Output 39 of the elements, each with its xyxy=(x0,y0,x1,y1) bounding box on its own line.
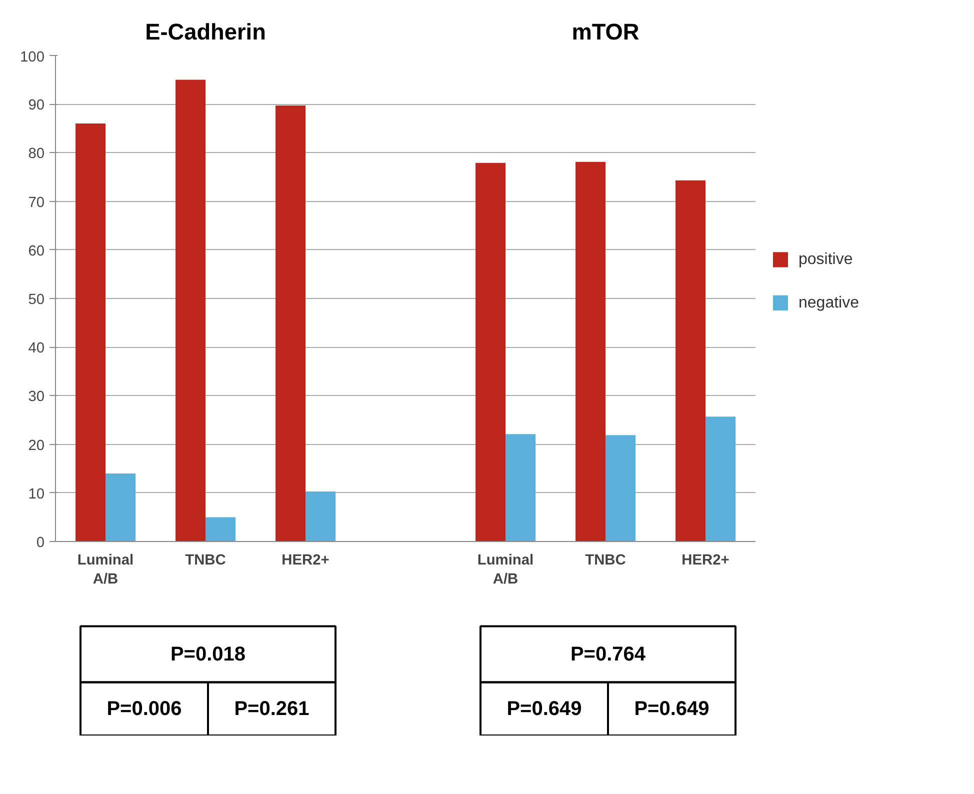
bar xyxy=(276,106,306,542)
bar xyxy=(76,124,106,542)
y-tick-label: 100 xyxy=(20,50,45,66)
bar xyxy=(176,80,206,542)
text: mTOR xyxy=(572,18,640,44)
bar xyxy=(506,434,536,542)
legend-label: positive xyxy=(798,251,853,268)
y-tick-label: 50 xyxy=(28,292,45,308)
bar xyxy=(476,162,506,542)
text: P=0.006 xyxy=(106,698,182,720)
text: E-Cadherin xyxy=(145,18,266,44)
bar xyxy=(106,473,136,542)
text: P=0.261 xyxy=(234,698,310,720)
y-tick-label: 40 xyxy=(28,340,45,357)
legend-label: negative xyxy=(798,294,860,312)
y-tick-label: 80 xyxy=(28,146,45,162)
text: P=0.764 xyxy=(570,643,646,666)
bar xyxy=(306,491,336,542)
x-tick-label: HER2+ xyxy=(682,552,730,568)
y-tick-label: 0 xyxy=(36,535,45,551)
text: P=0.649 xyxy=(634,698,710,720)
text: P=0.018 xyxy=(170,643,246,666)
x-tick-label: TNBC xyxy=(585,552,626,568)
y-tick-label: 90 xyxy=(28,98,45,114)
x-tick-label: HER2+ xyxy=(282,552,330,568)
bar xyxy=(206,517,236,542)
y-tick-label: 20 xyxy=(28,438,45,454)
bar xyxy=(706,416,736,542)
x-tick-label: Luminal A/B xyxy=(477,552,534,588)
y-tick-label: 10 xyxy=(28,486,45,502)
bar xyxy=(576,162,606,542)
x-tick-label: Luminal A/B xyxy=(77,552,134,588)
y-tick-label: 30 xyxy=(28,389,45,406)
x-tick-label: TNBC xyxy=(185,552,226,568)
y-tick-label: 60 xyxy=(28,243,45,260)
bar xyxy=(676,180,706,542)
y-tick-label: 70 xyxy=(28,194,45,211)
bar xyxy=(606,435,636,542)
text: P=0.649 xyxy=(506,698,582,720)
